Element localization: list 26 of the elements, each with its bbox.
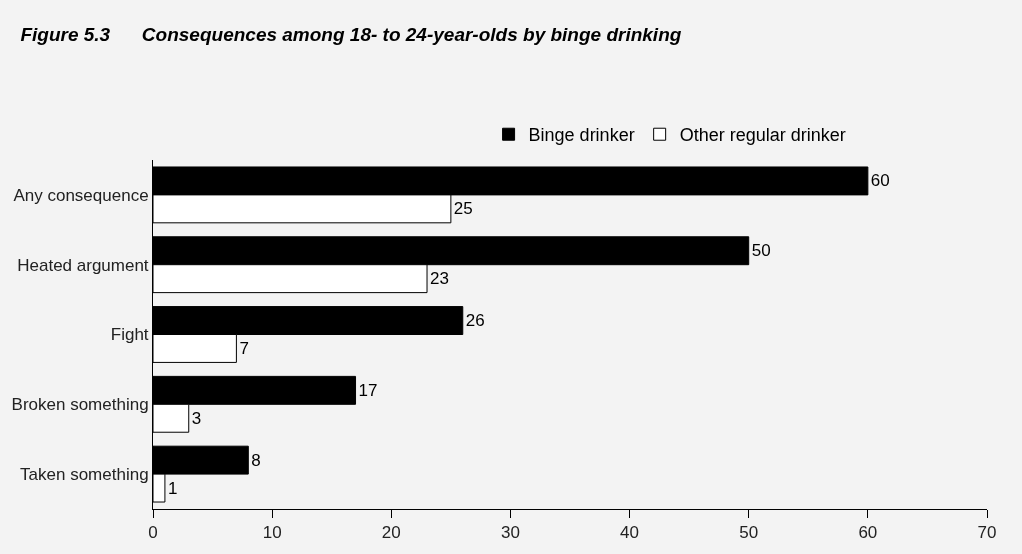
x-tick-label: 30 <box>500 523 520 543</box>
data-label: 7 <box>239 338 249 358</box>
x-tick-label: 70 <box>977 523 997 543</box>
data-label: 8 <box>251 450 261 470</box>
x-tick-label: 40 <box>620 523 640 543</box>
y-tick-label: Broken something <box>11 395 149 415</box>
data-label: 1 <box>167 478 178 498</box>
y-tick-label: Any consequence <box>13 185 149 205</box>
data-label: 26 <box>465 311 485 331</box>
chart-title: Figure 5.3 Consequences among 18- to 24-year-olds by binge drinking <box>20 24 682 45</box>
data-label: 23 <box>430 269 449 289</box>
y-tick-label: Fight <box>110 325 149 345</box>
x-tick-label: 10 <box>262 523 282 543</box>
x-tick-label: 50 <box>739 523 759 543</box>
legend-label: Other regular drinker <box>679 125 846 146</box>
data-label: 25 <box>453 199 473 219</box>
x-tick-label: 20 <box>381 523 401 543</box>
x-tick-label: 0 <box>148 523 158 543</box>
legend-label: Binge drinker <box>528 125 635 146</box>
x-tick-label: 60 <box>858 523 878 543</box>
y-tick-label: Heated argument <box>17 255 149 275</box>
data-label: 50 <box>751 241 771 261</box>
data-label: 17 <box>358 380 378 400</box>
y-tick-label: Taken something <box>20 465 149 485</box>
data-label: 3 <box>191 408 202 428</box>
data-label: 60 <box>870 171 890 191</box>
